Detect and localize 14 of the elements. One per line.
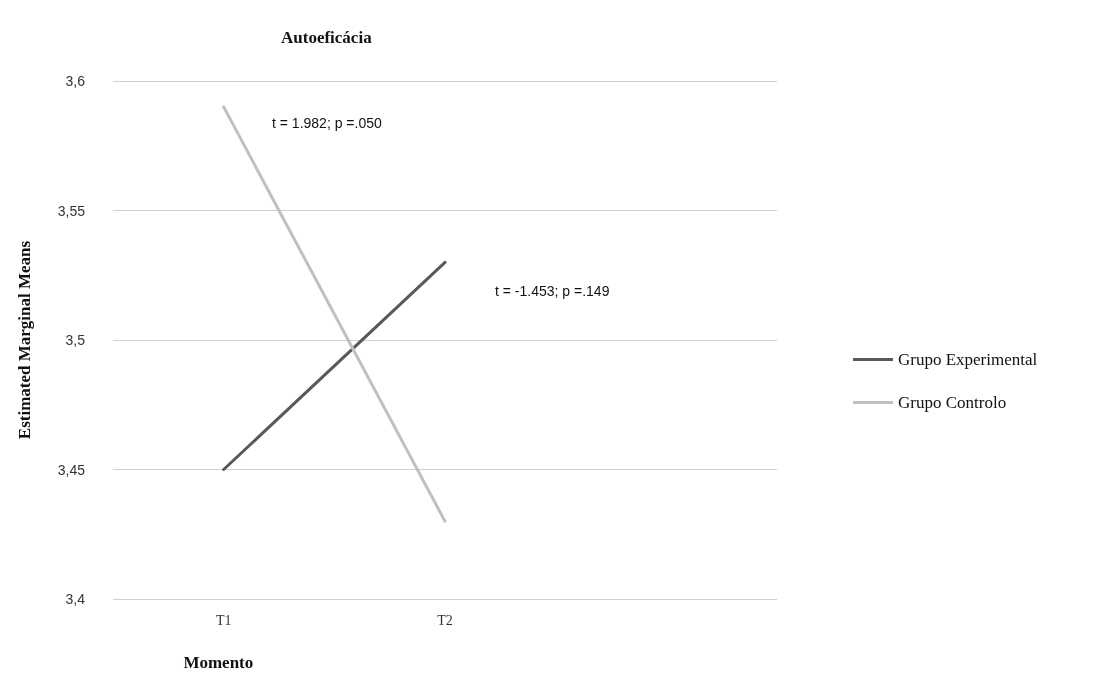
y-tick-label: 3,5 <box>65 332 86 348</box>
x-tick-label: T1 <box>215 612 232 628</box>
annotation: t = -1.453; p =.149 <box>495 283 610 299</box>
chart-title: Autoeficácia <box>281 28 373 47</box>
x-tick-label: T2 <box>437 612 453 628</box>
legend-label: Grupo Controlo <box>898 393 1007 412</box>
annotation: t = 1.982; p =.050 <box>272 115 382 131</box>
y-axis-title: Estimated Marginal Means <box>15 240 34 440</box>
y-tick-label: 3,4 <box>65 591 86 607</box>
y-tick-label: 3,55 <box>57 202 86 219</box>
y-tick-label: 3,6 <box>65 73 86 89</box>
x-axis-title: Momento <box>183 653 254 672</box>
y-tick-label: 3,45 <box>57 461 86 478</box>
legend-label: Grupo Experimental <box>898 350 1038 369</box>
